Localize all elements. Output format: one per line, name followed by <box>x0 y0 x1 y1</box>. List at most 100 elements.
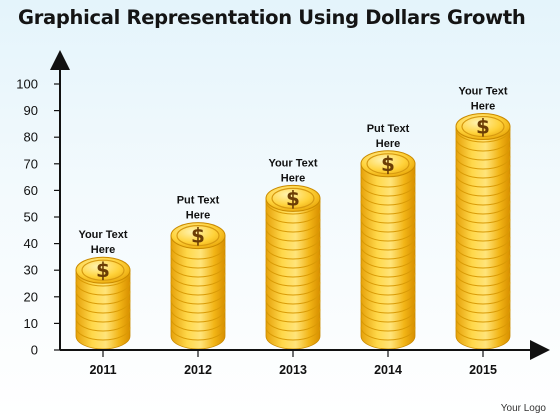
coin-edge <box>360 182 416 197</box>
y-tick-label: 60 <box>24 183 38 198</box>
coin-edge <box>170 272 226 287</box>
coin-edge <box>360 218 416 233</box>
dollar-coin-icon: $ <box>286 186 300 210</box>
coin-edge <box>265 236 321 251</box>
coin-edge <box>455 236 511 251</box>
coin-edge <box>455 137 511 152</box>
coin-edge <box>360 263 416 278</box>
coin-top <box>265 184 321 212</box>
y-tick-label: 10 <box>24 316 38 331</box>
annotation-text: Your Text <box>458 86 507 98</box>
coin-top <box>455 113 511 141</box>
y-tick-label: 100 <box>16 77 38 92</box>
coin-edge <box>75 272 131 287</box>
x-tick-label: 2015 <box>469 363 497 377</box>
annotation-text: Here <box>471 101 495 113</box>
bar-coin-stack: $ <box>360 150 416 350</box>
coin-edge <box>75 281 131 296</box>
coin-edge <box>170 290 226 305</box>
coin-edge <box>265 272 321 287</box>
coin-edge <box>265 254 321 269</box>
coin-edge <box>455 326 511 341</box>
coin-edge <box>455 272 511 287</box>
coin-edge <box>455 254 511 269</box>
coin-rim <box>81 259 125 281</box>
coin-edge <box>455 200 511 215</box>
y-tick-label: 0 <box>31 343 38 358</box>
coin-edge <box>75 299 131 314</box>
dollar-coin-icon: $ <box>96 258 110 282</box>
x-tick-label: 2014 <box>374 363 402 377</box>
coin-edge <box>360 254 416 269</box>
coin-edge <box>170 308 226 323</box>
x-tick-label: 2012 <box>184 363 212 377</box>
coin-edge <box>170 245 226 260</box>
coin-edge <box>265 245 321 260</box>
coin-edge <box>265 200 321 215</box>
dollar-coin-icon: $ <box>476 115 490 139</box>
y-axis-ticks: 0 10 20 30 40 50 60 70 80 90 100 <box>16 77 60 358</box>
bar-coin-stack: $ <box>170 222 226 350</box>
annotation-text: Here <box>376 138 400 150</box>
coin-edge <box>360 281 416 296</box>
coin-edge <box>75 317 131 332</box>
bar-coin-stack: $ <box>455 113 511 350</box>
bars-layer: $ $ $ $ $ <box>75 113 511 350</box>
coin-edge <box>265 326 321 341</box>
coin-edge <box>455 209 511 224</box>
coin-edge <box>360 191 416 206</box>
logo-text: Your Logo <box>500 403 546 414</box>
coin-edge <box>360 272 416 287</box>
coin-edge <box>265 290 321 305</box>
x-axis-labels: 2011 2012 2013 2014 2015 <box>89 350 497 377</box>
coin-edge <box>455 191 511 206</box>
coin-edge <box>455 146 511 161</box>
coin-edge <box>455 173 511 188</box>
coin-edge <box>360 227 416 242</box>
coin-edge <box>455 308 511 323</box>
bar-coin-stack: $ <box>265 184 321 350</box>
coin-edge <box>360 245 416 260</box>
bar-body <box>360 163 416 350</box>
coin-top <box>360 150 416 178</box>
coin-edge <box>170 254 226 269</box>
annotation-text: Put Text <box>177 195 220 207</box>
y-tick-label: 50 <box>24 210 38 225</box>
coin-edge <box>360 317 416 332</box>
coin-rim <box>461 115 505 138</box>
chart-title: Graphical Representation Using Dollars G… <box>18 6 526 29</box>
coin-edge <box>360 236 416 251</box>
coin-edge <box>265 218 321 233</box>
coin-edge <box>265 227 321 242</box>
coin-edge <box>75 308 131 323</box>
coin-edge <box>455 155 511 170</box>
annotation-text: Here <box>91 244 115 256</box>
coin-edge <box>455 227 511 242</box>
annotation-text: Put Text <box>367 123 410 135</box>
coin-rim <box>176 225 220 247</box>
coin-edge <box>265 308 321 323</box>
y-tick-label: 70 <box>24 156 38 171</box>
coin-edge <box>455 218 511 233</box>
y-tick-label: 90 <box>24 103 38 118</box>
coin-edge <box>265 317 321 332</box>
coin-edge <box>170 281 226 296</box>
y-tick-label: 80 <box>24 130 38 145</box>
coin-edge <box>455 290 511 305</box>
coin-edge <box>265 209 321 224</box>
coin-edge <box>360 326 416 341</box>
coin-edge <box>455 317 511 332</box>
coin-edge <box>455 128 511 143</box>
coin-edge <box>455 299 511 314</box>
coin-edge <box>265 281 321 296</box>
coin-rim <box>271 187 315 209</box>
annotation-text: Your Text <box>268 157 317 169</box>
x-tick-label: 2011 <box>89 363 116 377</box>
coin-edge <box>360 173 416 188</box>
coin-edge <box>360 290 416 305</box>
x-tick-label: 2013 <box>279 363 307 377</box>
coin-edge <box>170 326 226 341</box>
coin-edge <box>360 200 416 215</box>
coin-edge <box>360 308 416 323</box>
coin-edge <box>265 299 321 314</box>
